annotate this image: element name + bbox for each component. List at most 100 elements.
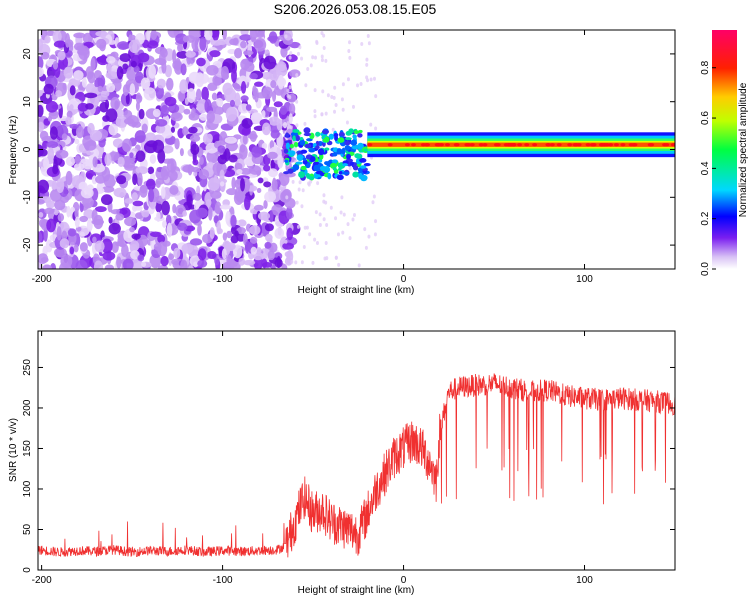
spectrogram-noise-cell — [123, 228, 136, 243]
spectrogram-noise-cell — [261, 122, 271, 136]
spectrogram-onset-cell — [353, 130, 360, 135]
spectrogram-noise-cell — [63, 66, 74, 79]
spectrogram-noise-cell — [149, 231, 161, 238]
spectrogram-speckle — [348, 166, 352, 171]
spectrogram-noise-cell — [249, 236, 258, 244]
spectrogram-noise-cell — [183, 108, 191, 115]
spectrogram-noise-cell — [94, 240, 105, 253]
spectrogram-speckle — [324, 58, 328, 63]
spectrogram-onset-cell — [341, 147, 346, 155]
spectrogram-carrier-peak — [410, 143, 416, 147]
spectrogram-noise-cell — [199, 30, 206, 37]
spectrogram-noise-cell — [104, 264, 115, 269]
spectrogram-noise-cell — [239, 34, 253, 41]
spectrogram-noise-cell — [221, 248, 227, 260]
spectrogram-noise-cell — [165, 77, 174, 91]
spectrogram-onset-cell — [295, 161, 303, 165]
spectrogram-noise-cell — [189, 103, 197, 110]
spectrogram-onset-cell — [285, 142, 290, 150]
spectrogram-noise-cell — [199, 113, 208, 121]
spectrogram-noise-cell — [55, 90, 63, 98]
spectrogram-noise-cell — [104, 153, 112, 166]
spectrogram-noise-cell — [199, 156, 204, 165]
spectrogram-noise-cell — [65, 116, 72, 126]
spectrogram-noise-cell — [133, 65, 140, 73]
snr-frame — [37, 330, 676, 571]
spectrogram-onset-cell — [360, 174, 368, 182]
spectrogram-noise-cell — [221, 262, 232, 269]
spectrogram-noise-cell — [94, 206, 107, 213]
spectrogram-noise-cell — [74, 216, 80, 228]
spectrogram-noise-cell — [236, 227, 246, 235]
spectrogram-speckle — [314, 210, 318, 215]
spectrogram-y-tick-label: 20 — [22, 48, 33, 60]
spectrogram-noise-cell — [264, 223, 274, 232]
spectrogram-noise-cell — [263, 199, 268, 209]
spectrogram-noise-cell — [117, 156, 125, 168]
spectrogram-onset-cell — [332, 167, 337, 171]
spectrogram-onset-cell — [289, 143, 294, 149]
spectrogram-noise-cell — [74, 155, 81, 165]
snr-y-label: SNR (10 * v/v) — [8, 418, 19, 482]
spectrogram-noise-cell — [205, 133, 213, 144]
spectrogram-noise-cell — [161, 129, 173, 139]
spectrogram-speckle — [313, 114, 317, 119]
spectrogram-speckle — [320, 58, 324, 63]
spectrogram-noise-cell — [160, 104, 169, 117]
spectrogram-noise-cell — [130, 250, 140, 260]
spectrogram-speckle — [326, 93, 330, 98]
spectrogram-carrier-peak — [549, 143, 555, 147]
spectrogram-noise-cell — [240, 40, 247, 49]
spectrogram-noise-cell — [139, 184, 148, 194]
spectrogram-speckle — [300, 56, 304, 61]
spectrogram-noise-cell — [122, 258, 134, 269]
spectrogram-noise-cell — [243, 50, 254, 56]
spectrogram-speckle — [294, 260, 298, 265]
spectrogram-speckle — [346, 222, 350, 227]
spectrogram-speckle — [308, 232, 312, 237]
spectrogram-noise-cell — [108, 216, 113, 224]
spectrogram-speckle — [348, 55, 352, 60]
spectrogram-noise-cell — [214, 77, 222, 86]
spectrogram-noise-cell — [270, 129, 280, 139]
spectrogram-speckle — [336, 232, 340, 237]
spectrogram-noise-cell — [217, 154, 228, 165]
spectrogram-noise-cell — [162, 158, 174, 164]
snr-x-label: Height of straight line (km) — [298, 585, 415, 596]
spectrogram-noise-cell — [147, 166, 155, 175]
spectrogram-carrier-peak — [524, 143, 530, 147]
spectrogram-noise-cell — [231, 68, 237, 83]
spectrogram-noise-cell — [141, 261, 147, 267]
spectrogram-speckle — [306, 67, 310, 72]
spectrogram-onset-cell — [344, 137, 352, 141]
spectrogram-noise-cell — [138, 108, 145, 120]
spectrogram-speckle — [348, 40, 352, 45]
spectrogram-noise-cell — [280, 46, 288, 58]
spectrogram-noise-cell — [53, 40, 67, 48]
spectrogram-noise-cell — [95, 38, 107, 49]
snr-y-ticks: 0 50 100 150 200 250 — [22, 359, 675, 573]
spectrogram-noise-cell — [67, 228, 77, 237]
spectrogram-onset-cell — [321, 129, 330, 134]
spectrogram-onset-cell — [296, 154, 304, 161]
spectrogram-carrier-peak — [453, 143, 459, 147]
spectrogram-onset-cell — [300, 165, 307, 171]
spectrogram-noise-cell — [197, 73, 210, 84]
spectrogram-onset-cell — [302, 159, 308, 165]
spectrogram-noise-cell — [192, 159, 199, 166]
spectrogram-noise-cell — [143, 87, 156, 101]
spectrogram-noise-cell — [199, 36, 207, 51]
spectrogram-noise-cell — [73, 70, 84, 81]
spectrogram-noise-cell — [232, 37, 239, 46]
spectrogram-noise-cell — [276, 255, 281, 268]
spectrogram-speckle — [322, 193, 326, 198]
spectrogram-speckle — [295, 99, 299, 104]
spectrogram-carrier-peak — [493, 143, 499, 147]
spectrogram-noise-cell — [253, 204, 264, 211]
spectrogram-onset-cell — [342, 163, 349, 167]
spectrogram-speckle — [331, 127, 335, 132]
spectrogram-noise-cell — [206, 64, 219, 76]
spectrogram-onset-cell — [359, 157, 367, 163]
spectrogram-noise-cell — [113, 187, 127, 198]
spectrogram-onset-cell — [337, 167, 342, 171]
